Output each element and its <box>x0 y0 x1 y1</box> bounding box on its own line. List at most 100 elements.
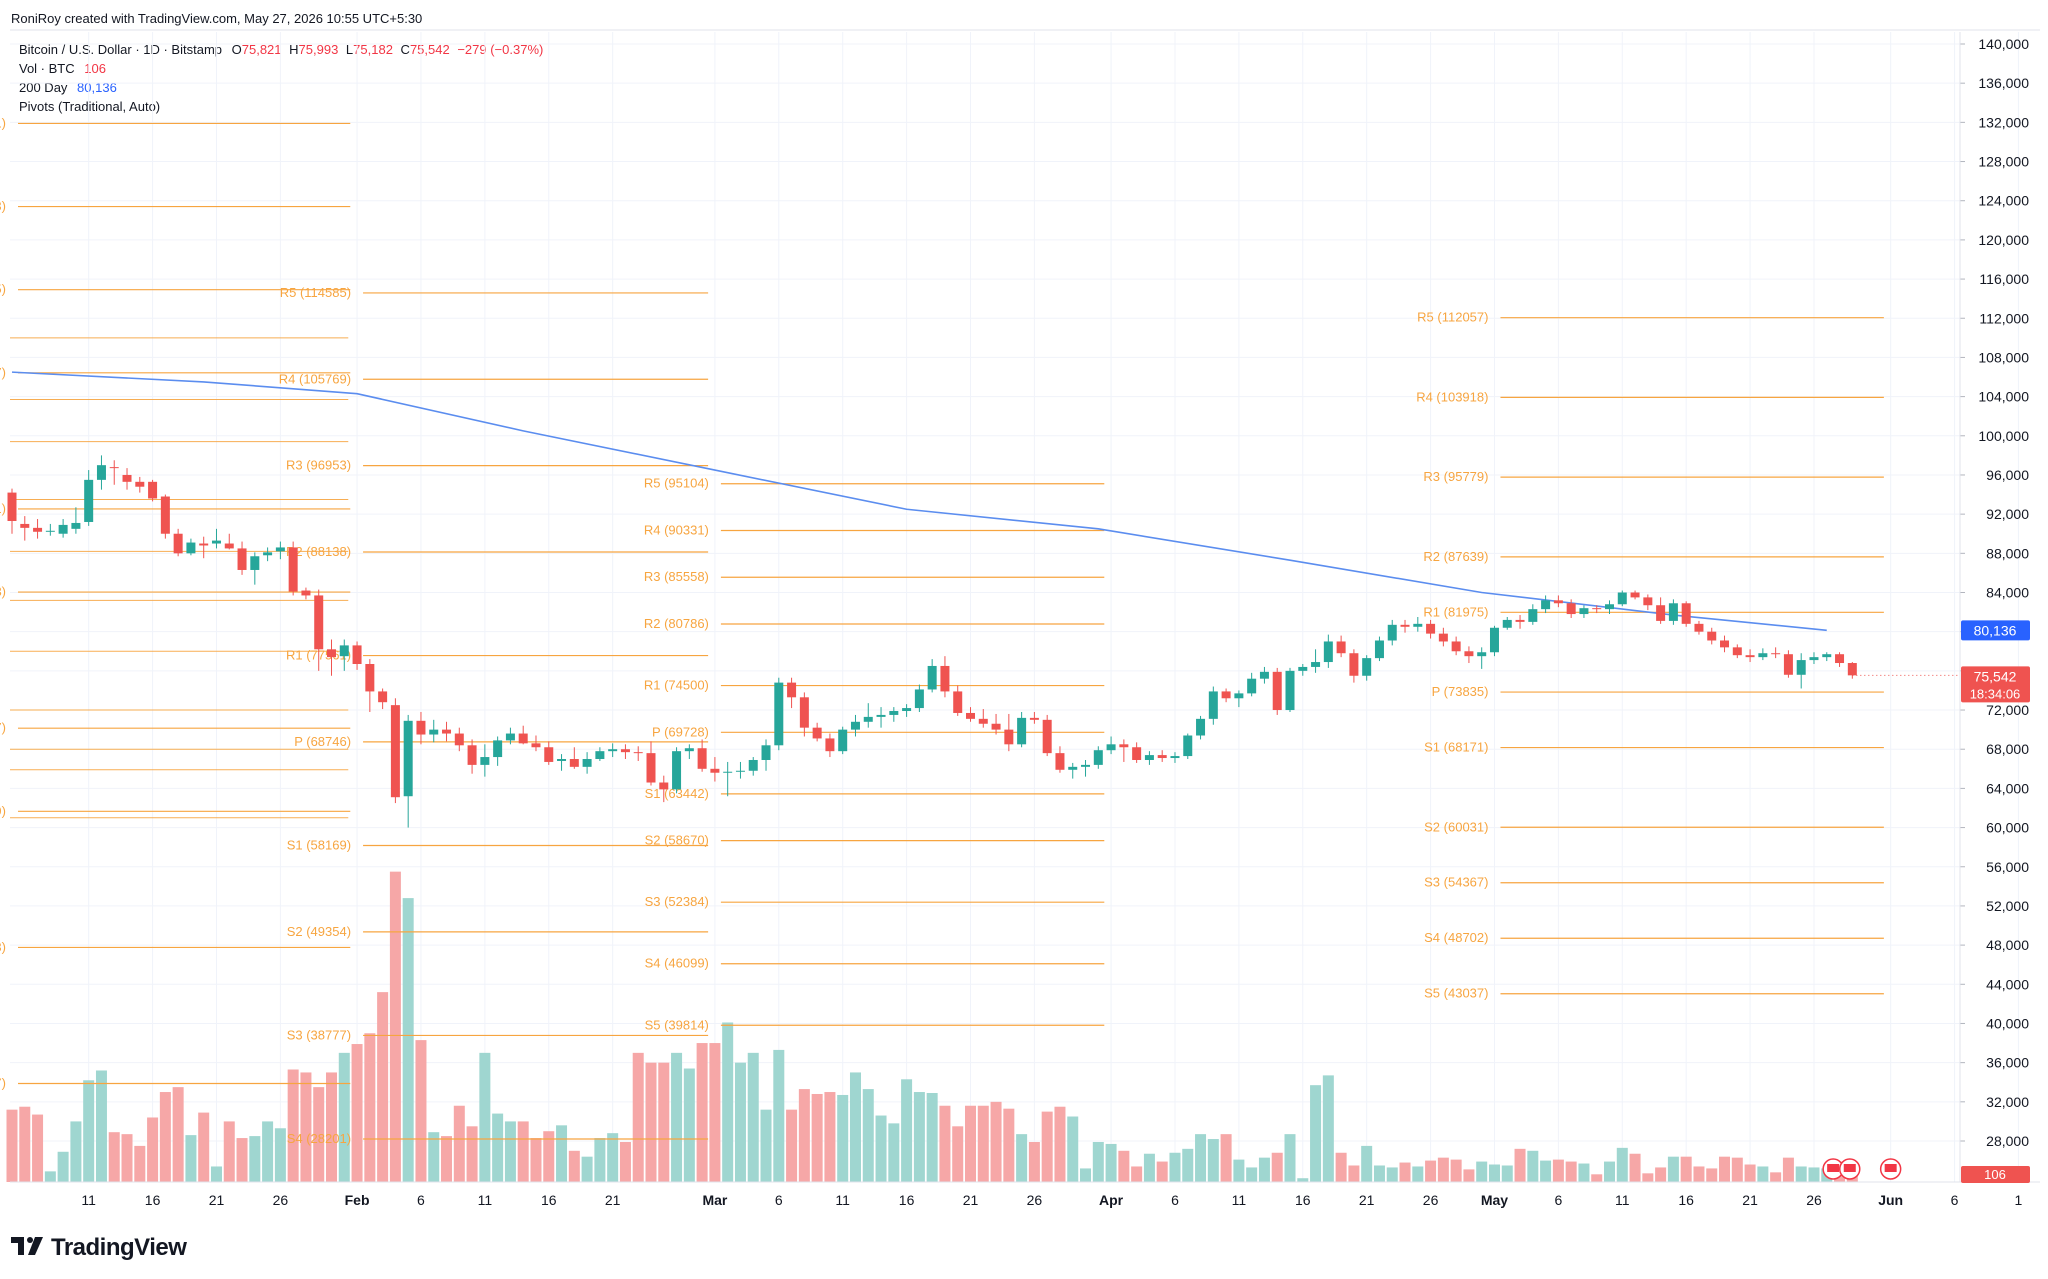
volume-bar <box>1284 1134 1296 1182</box>
candle-body <box>1017 717 1027 745</box>
volume-bar <box>198 1112 210 1182</box>
pivot-label: R3 (96953) <box>286 458 351 473</box>
y-tick-label: 84,000 <box>1986 585 2029 601</box>
volume-bar <box>159 1092 171 1182</box>
candle-body <box>96 465 106 480</box>
volume-bar <box>236 1138 248 1182</box>
volume-bar <box>466 1126 478 1182</box>
volume-bar <box>952 1126 964 1182</box>
event-flag-icon-mark <box>1827 1164 1840 1172</box>
volume-label[interactable]: Vol · BTC <box>19 61 75 76</box>
candle-body <box>1426 623 1436 634</box>
volume-bar <box>1016 1134 1028 1182</box>
volume-bar <box>607 1133 619 1182</box>
ma-price-tag-label: 80,136 <box>1974 622 2017 638</box>
volume-bar <box>1616 1147 1628 1182</box>
candle-body <box>250 556 260 570</box>
volume-bar <box>1770 1172 1782 1182</box>
x-tick-label: 6 <box>1171 1192 1179 1208</box>
candle-body <box>1477 652 1487 657</box>
pivot-label: P (68746) <box>294 734 351 749</box>
volume-bars <box>6 871 1858 1182</box>
pivot-label: R2 (87639) <box>1423 549 1488 564</box>
candles <box>7 455 1857 828</box>
candle-body <box>1208 691 1218 719</box>
x-tick-label: 26 <box>273 1192 289 1208</box>
candle-body <box>1617 592 1627 605</box>
y-tick-label: 48,000 <box>1986 937 2029 953</box>
symbol-label[interactable]: Bitcoin / U.S. Dollar · 1D · Bitstamp <box>19 42 222 57</box>
ma-label[interactable]: 200 Day <box>19 80 68 95</box>
countdown-label: 18:34:06 <box>1970 686 2021 701</box>
volume-bar <box>44 1171 56 1182</box>
tradingview-logo[interactable]: TradingView <box>11 1234 187 1262</box>
candle-body <box>1464 651 1474 657</box>
volume-bar <box>594 1138 606 1182</box>
volume-bar <box>671 1052 683 1182</box>
volume-bar <box>709 1043 721 1182</box>
candle-body <box>1630 592 1640 598</box>
volume-bar <box>645 1062 657 1182</box>
candle-body <box>620 749 630 753</box>
volume-bar <box>683 1068 695 1182</box>
candle-body <box>582 759 592 767</box>
candle-body <box>429 729 439 735</box>
volume-bar <box>965 1105 976 1182</box>
volume-bar <box>1476 1161 1488 1182</box>
candle-body <box>1553 600 1563 604</box>
candle-body <box>595 751 605 760</box>
volume-bar <box>1386 1167 1398 1182</box>
volume-bar <box>262 1121 274 1182</box>
candle-body <box>850 721 860 730</box>
y-tick-label: 88,000 <box>1986 545 2029 561</box>
candle-body <box>1400 624 1410 627</box>
x-tick-label: 11 <box>81 1192 96 1208</box>
volume-bar <box>1693 1166 1705 1182</box>
volume-bar <box>1540 1160 1552 1182</box>
candle-body <box>761 745 771 760</box>
candle-body <box>697 748 707 769</box>
volume-bar <box>1169 1152 1181 1182</box>
volume-bar <box>1757 1166 1769 1182</box>
pivot-label: S3 (38777) <box>287 1027 351 1042</box>
volume-bar <box>1552 1159 1564 1182</box>
volume-bar <box>1105 1143 1117 1182</box>
candle-body <box>1566 603 1576 615</box>
pivot-label: S5 (39814) <box>645 1017 709 1032</box>
candle-body <box>224 543 234 549</box>
pivots-label[interactable]: Pivots (Traditional, Auto) <box>19 99 161 114</box>
volume-bar <box>619 1141 631 1182</box>
candle-body <box>531 743 541 748</box>
candle-body <box>902 708 912 712</box>
volume-bar <box>913 1092 925 1182</box>
volume-bar <box>875 1115 887 1182</box>
y-tick-label: 68,000 <box>1986 741 2029 757</box>
pivot-label: R2 (88138) <box>286 544 351 559</box>
candle-body <box>135 481 145 487</box>
pivot-label: R5 (131891) <box>0 115 6 130</box>
candle-body <box>723 771 733 773</box>
pivot-label: S1 (70147) <box>0 720 6 735</box>
candle-body <box>109 467 119 469</box>
x-tick-label: 21 <box>209 1192 225 1208</box>
volume-bar <box>1629 1153 1641 1182</box>
volume-bar <box>990 1101 1002 1182</box>
candle-body <box>1387 624 1397 641</box>
pivot-label: S3 (52384) <box>645 894 709 909</box>
volume-bar <box>479 1052 491 1182</box>
volume-bar <box>786 1109 798 1182</box>
volume-bar <box>901 1079 913 1182</box>
candle-body <box>710 768 720 773</box>
candle-body <box>646 753 656 783</box>
candle-body <box>1055 753 1065 770</box>
volume-bar <box>338 1052 350 1182</box>
candle-body <box>493 740 503 758</box>
volume-bar <box>1463 1169 1475 1182</box>
x-tick-label: Feb <box>345 1192 370 1208</box>
candle-body <box>186 542 196 554</box>
volume-bar <box>517 1121 529 1182</box>
x-tick-label: 16 <box>899 1192 915 1208</box>
candle-body <box>1847 663 1857 676</box>
candle-body <box>1809 657 1819 661</box>
